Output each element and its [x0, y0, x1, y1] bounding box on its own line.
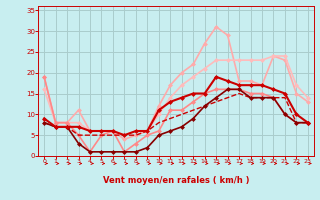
- X-axis label: Vent moyen/en rafales ( km/h ): Vent moyen/en rafales ( km/h ): [103, 176, 249, 185]
